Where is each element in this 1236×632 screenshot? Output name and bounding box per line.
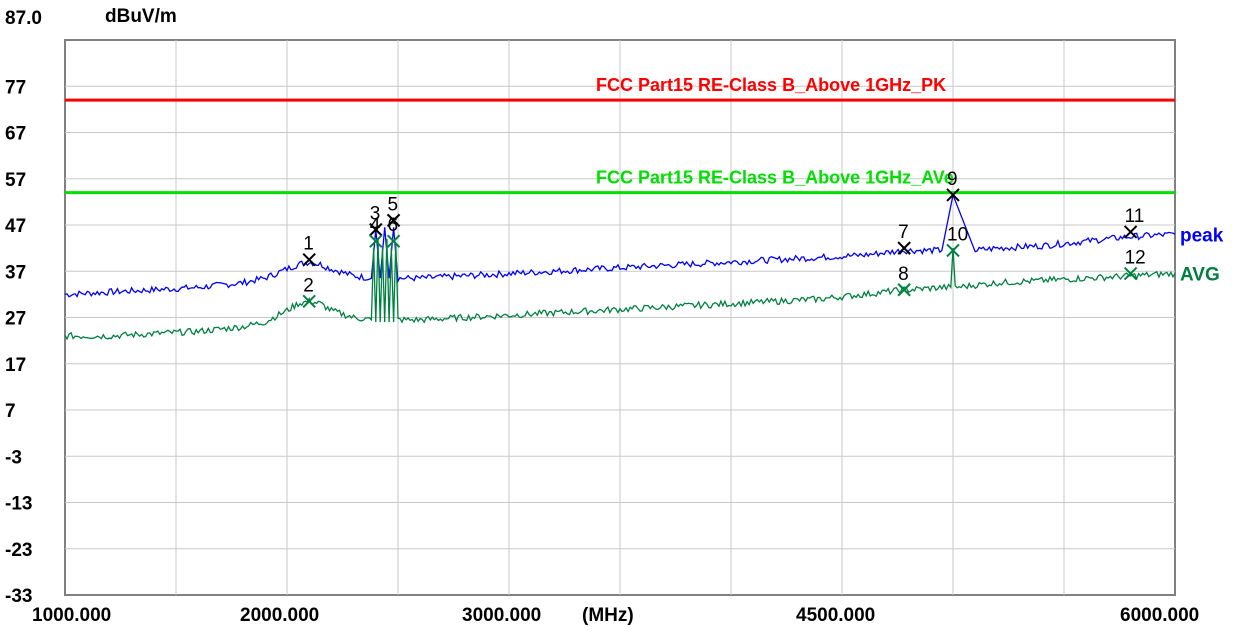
- marker-x: [386, 213, 401, 228]
- marker: 8: [897, 264, 911, 297]
- marker: 2: [302, 275, 316, 309]
- marker-x: [946, 243, 960, 258]
- marker-x: [897, 283, 911, 297]
- marker-x: [1123, 266, 1138, 281]
- y-axis-ticks: 87.0 77 67 57 47 37 27 17 7 -3 -13 -23 -33: [5, 8, 42, 607]
- y-tick-label: 77: [5, 77, 26, 98]
- series-line-avg: [64, 238, 1176, 341]
- series-lines: peak AVG: [64, 192, 1224, 341]
- x-tick-label: 3000.000: [462, 605, 541, 626]
- marker-label: 10: [947, 224, 968, 245]
- marker: 10: [946, 224, 968, 258]
- marker-x: [1123, 225, 1138, 239]
- y-tick-label: 87.0: [5, 8, 42, 29]
- marker-label: 5: [388, 194, 399, 215]
- marker-x: [386, 234, 401, 248]
- y-tick-label: 7: [5, 401, 16, 422]
- marker-label: 12: [1125, 248, 1146, 269]
- limit-line-label: FCC Part15 RE-Class B_Above 1GHz_AVe: [596, 168, 954, 188]
- marker: 7: [897, 222, 911, 255]
- series-label: AVG: [1180, 265, 1220, 286]
- marker-label: 8: [898, 264, 909, 285]
- marker: 1: [302, 234, 316, 267]
- marker: 12: [1123, 248, 1146, 281]
- marker-x: [897, 241, 911, 255]
- y-tick-label: -23: [5, 540, 32, 561]
- limit-line-label: FCC Part15 RE-Class B_Above 1GHz_PK: [596, 75, 946, 95]
- marker-label: 9: [947, 169, 958, 190]
- marker-x: [946, 188, 960, 202]
- x-axis-unit-label: (MHz): [582, 605, 634, 626]
- marker-label: 6: [388, 215, 399, 236]
- x-tick-label: 2000.000: [240, 605, 319, 626]
- y-tick-label: 67: [5, 124, 26, 145]
- x-tick-label: 6000.000: [1120, 605, 1199, 626]
- marker-x: [369, 222, 383, 237]
- y-tick-label: 47: [5, 216, 26, 237]
- series-line-peak: [64, 192, 1176, 298]
- marker-label: 2: [303, 275, 314, 296]
- x-tick-label: 4500.000: [796, 605, 875, 626]
- marker-x: [302, 252, 316, 267]
- y-tick-label: 17: [5, 355, 26, 376]
- y-tick-label: 57: [5, 170, 26, 191]
- marker-x: [302, 294, 316, 309]
- marker-label: 4: [370, 215, 381, 236]
- marker: 5: [386, 194, 401, 228]
- marker: 11: [1123, 206, 1145, 239]
- series-label: peak: [1180, 225, 1224, 246]
- marker-x: [369, 234, 383, 248]
- y-axis-unit-label: dBuV/m: [105, 6, 177, 27]
- marker-label: 11: [1125, 206, 1145, 227]
- grid: [65, 40, 1175, 595]
- marker-label: 1: [303, 234, 314, 255]
- limit-lines: FCC Part15 RE-Class B_Above 1GHz_PK FCC P…: [65, 75, 1175, 195]
- y-tick-label: -33: [5, 586, 32, 607]
- y-tick-label: -3: [5, 447, 22, 468]
- x-axis-ticks: 1000.000 2000.000 3000.000 4500.000 6000.000: [32, 605, 1199, 626]
- marker: 4: [369, 215, 383, 248]
- marker: 3: [369, 204, 383, 237]
- y-tick-label: 37: [5, 262, 26, 283]
- y-tick-label: -13: [5, 494, 32, 515]
- marker-label: 3: [370, 204, 381, 225]
- marker-label: 7: [898, 222, 909, 243]
- marker: 6: [386, 215, 401, 248]
- x-tick-label: 1000.000: [32, 605, 111, 626]
- y-tick-label: 27: [5, 309, 26, 330]
- marker: 9: [946, 169, 960, 202]
